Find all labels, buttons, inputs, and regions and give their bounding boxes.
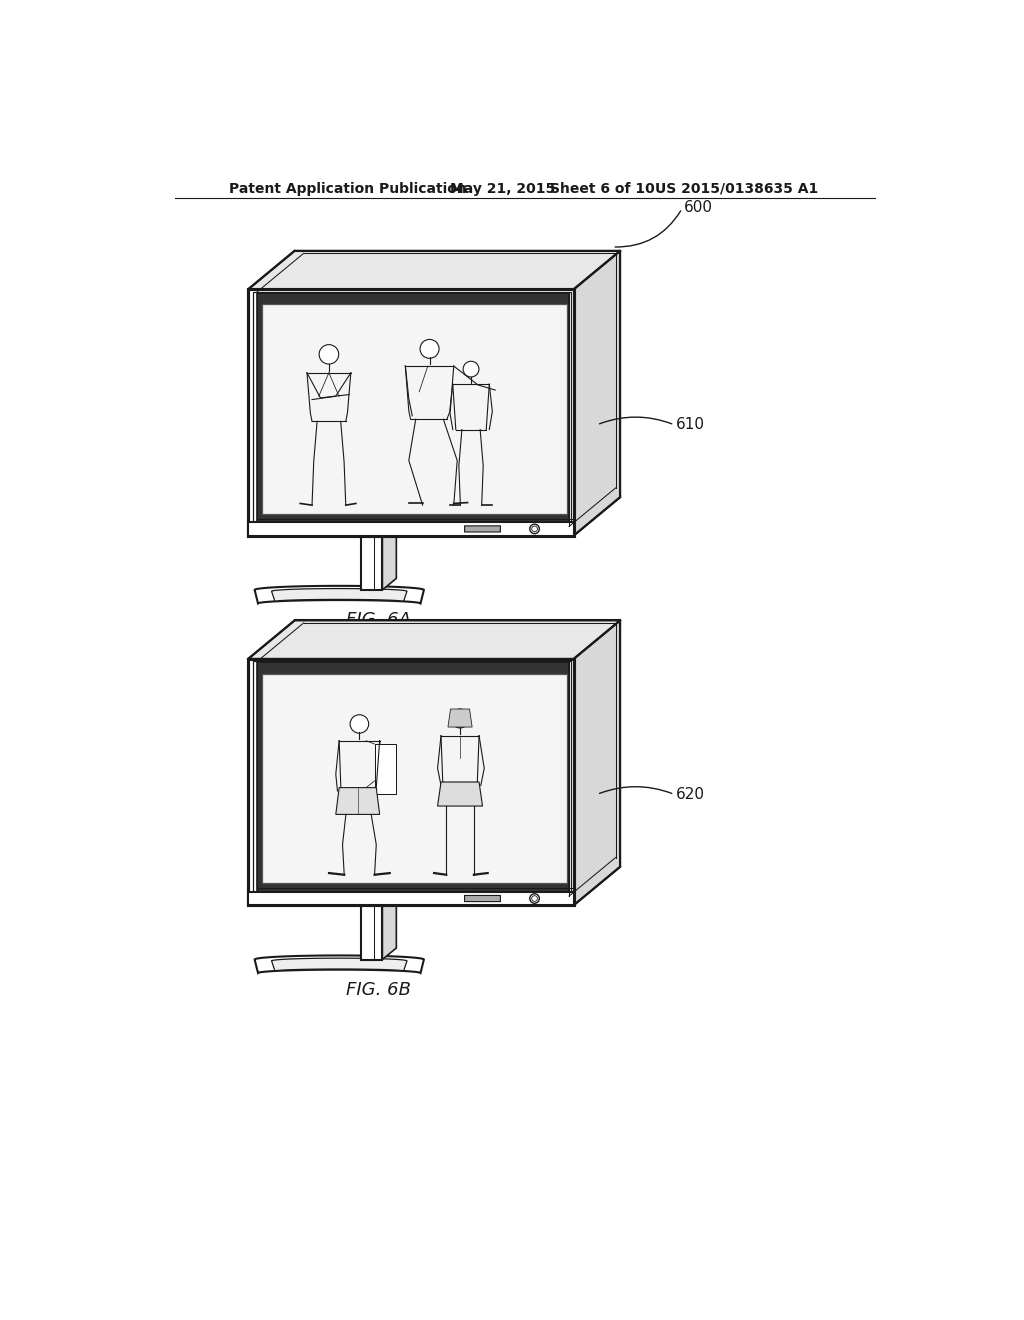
Circle shape <box>451 709 470 727</box>
Polygon shape <box>271 958 407 972</box>
Polygon shape <box>262 673 567 883</box>
Polygon shape <box>257 293 569 523</box>
Text: Patent Application Publication: Patent Application Publication <box>228 182 467 195</box>
Circle shape <box>420 339 439 358</box>
Polygon shape <box>361 536 382 590</box>
Polygon shape <box>447 709 472 727</box>
Text: Sheet 6 of 10: Sheet 6 of 10 <box>550 182 655 195</box>
Polygon shape <box>248 289 573 536</box>
Circle shape <box>350 714 369 733</box>
Text: US 2015/0138635 A1: US 2015/0138635 A1 <box>655 182 818 195</box>
Polygon shape <box>248 892 573 906</box>
Polygon shape <box>382 524 396 590</box>
Polygon shape <box>255 586 424 603</box>
Polygon shape <box>573 620 621 906</box>
Polygon shape <box>375 744 396 795</box>
FancyBboxPatch shape <box>465 895 501 902</box>
Text: FIG. 6B: FIG. 6B <box>346 981 411 999</box>
Polygon shape <box>382 894 396 960</box>
FancyBboxPatch shape <box>465 525 501 532</box>
Polygon shape <box>248 523 573 536</box>
Polygon shape <box>255 956 424 973</box>
Circle shape <box>529 894 540 903</box>
Circle shape <box>531 527 538 532</box>
Polygon shape <box>248 251 621 289</box>
Polygon shape <box>248 659 573 906</box>
Text: May 21, 2015: May 21, 2015 <box>450 182 555 195</box>
Polygon shape <box>271 589 407 602</box>
Text: 610: 610 <box>676 417 705 433</box>
Text: 620: 620 <box>676 787 705 803</box>
Polygon shape <box>437 781 482 807</box>
Circle shape <box>531 896 538 902</box>
Circle shape <box>463 362 479 378</box>
Text: FIG. 6A: FIG. 6A <box>346 611 411 630</box>
Polygon shape <box>573 251 621 536</box>
Polygon shape <box>336 788 380 814</box>
Polygon shape <box>262 304 567 513</box>
Circle shape <box>319 345 339 364</box>
Polygon shape <box>257 663 569 892</box>
Polygon shape <box>248 620 621 659</box>
Text: 600: 600 <box>684 201 713 215</box>
Circle shape <box>529 524 540 533</box>
Polygon shape <box>361 906 382 960</box>
